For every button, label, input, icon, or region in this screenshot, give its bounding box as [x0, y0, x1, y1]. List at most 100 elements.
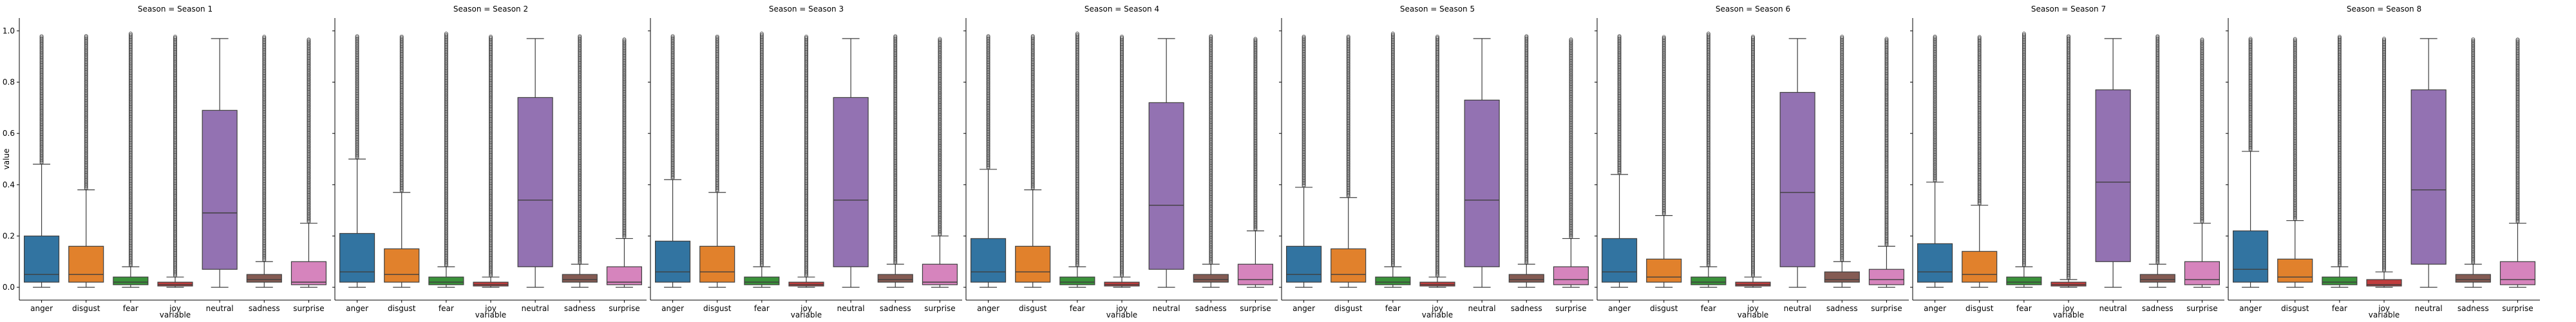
outlier-point	[173, 223, 177, 227]
outlier-point	[173, 148, 177, 152]
outlier-point	[173, 215, 177, 219]
outlier-point	[84, 67, 88, 71]
outlier-point	[173, 161, 177, 166]
outlier-point	[262, 214, 267, 218]
outlier-point	[173, 181, 177, 185]
outlier-point	[128, 140, 133, 144]
outlier-point	[262, 156, 267, 160]
outlier-point	[39, 93, 44, 97]
outlier-points	[1030, 34, 1035, 191]
outlier-point	[173, 247, 177, 251]
outlier-point	[262, 102, 267, 106]
outlier-point	[128, 52, 133, 57]
outlier-point	[128, 144, 133, 148]
outlier-point	[173, 119, 177, 124]
outlier-point	[84, 95, 88, 99]
outlier-point	[84, 156, 88, 161]
outlier-point	[39, 109, 44, 113]
outlier-point	[128, 150, 133, 155]
outlier-point	[39, 99, 44, 103]
outlier-point	[128, 195, 133, 200]
outlier-point	[128, 262, 133, 267]
outlier-point	[128, 84, 133, 88]
outlier-point	[173, 75, 177, 79]
outlier-point	[128, 145, 133, 149]
outlier-point	[173, 204, 177, 208]
outlier-point	[262, 125, 267, 129]
outlier-point	[128, 120, 133, 124]
outlier-points	[670, 34, 675, 180]
outlier-point	[173, 225, 177, 229]
outlier-point	[39, 63, 44, 67]
outlier-point	[173, 120, 177, 124]
outlier-point	[128, 218, 133, 222]
outlier-point	[128, 191, 133, 196]
outlier-point	[39, 149, 44, 154]
outlier-point	[173, 242, 177, 246]
outlier-point	[128, 261, 133, 265]
outlier-point	[262, 219, 267, 223]
outlier-point	[39, 71, 44, 75]
outlier-point	[173, 137, 177, 141]
outlier-point	[84, 163, 88, 167]
outlier-point	[173, 133, 177, 138]
outlier-point	[262, 213, 267, 217]
x-axis-label: variable	[475, 310, 506, 319]
x-tick-label: fear	[123, 304, 138, 313]
outlier-point	[262, 236, 267, 241]
outlier-point	[84, 180, 88, 185]
outlier-point	[173, 269, 177, 273]
outlier-point	[39, 137, 44, 142]
outlier-point	[128, 207, 133, 211]
outlier-point	[84, 172, 88, 176]
outlier-point	[173, 257, 177, 261]
outlier-point	[262, 210, 267, 214]
outlier-point	[128, 231, 133, 236]
outlier-point	[128, 35, 133, 39]
outlier-point	[84, 72, 88, 77]
box-joy: joy	[788, 35, 824, 313]
outlier-point	[173, 117, 177, 121]
outlier-point	[84, 76, 88, 80]
outlier-point	[39, 113, 44, 118]
outlier-point	[84, 184, 88, 189]
iqr-box	[384, 248, 420, 283]
outlier-point	[262, 212, 267, 216]
outlier-point	[262, 228, 267, 232]
outlier-point	[39, 48, 44, 53]
outlier-point	[173, 245, 177, 249]
x-tick-label: fear	[439, 304, 454, 313]
outlier-point	[128, 214, 133, 218]
outlier-point	[262, 162, 267, 167]
outlier-point	[39, 77, 44, 82]
box-neutral: neutral	[517, 38, 553, 313]
outlier-point	[262, 231, 267, 236]
outlier-point	[173, 179, 177, 183]
outlier-point	[39, 151, 44, 156]
outlier-point	[128, 229, 133, 234]
outlier-point	[173, 56, 177, 61]
outlier-point	[128, 179, 133, 183]
outlier-point	[262, 225, 267, 230]
outlier-points	[444, 32, 448, 268]
outlier-point	[173, 197, 177, 202]
outlier-points	[893, 34, 898, 265]
outlier-point	[173, 114, 177, 118]
outlier-point	[173, 182, 177, 186]
outlier-point	[262, 135, 267, 139]
outlier-point	[84, 142, 88, 146]
outlier-point	[262, 99, 267, 104]
outlier-point	[84, 153, 88, 158]
outlier-point	[39, 100, 44, 104]
outlier-point	[128, 154, 133, 158]
outlier-point	[128, 68, 133, 72]
outlier-point	[128, 217, 133, 222]
outlier-point	[39, 43, 44, 46]
outlier-point	[84, 167, 88, 171]
outlier-point	[173, 231, 177, 236]
iqr-box	[877, 274, 913, 283]
outlier-point	[173, 248, 177, 252]
outlier-point	[262, 169, 267, 173]
outlier-point	[173, 180, 177, 184]
outlier-point	[173, 256, 177, 260]
